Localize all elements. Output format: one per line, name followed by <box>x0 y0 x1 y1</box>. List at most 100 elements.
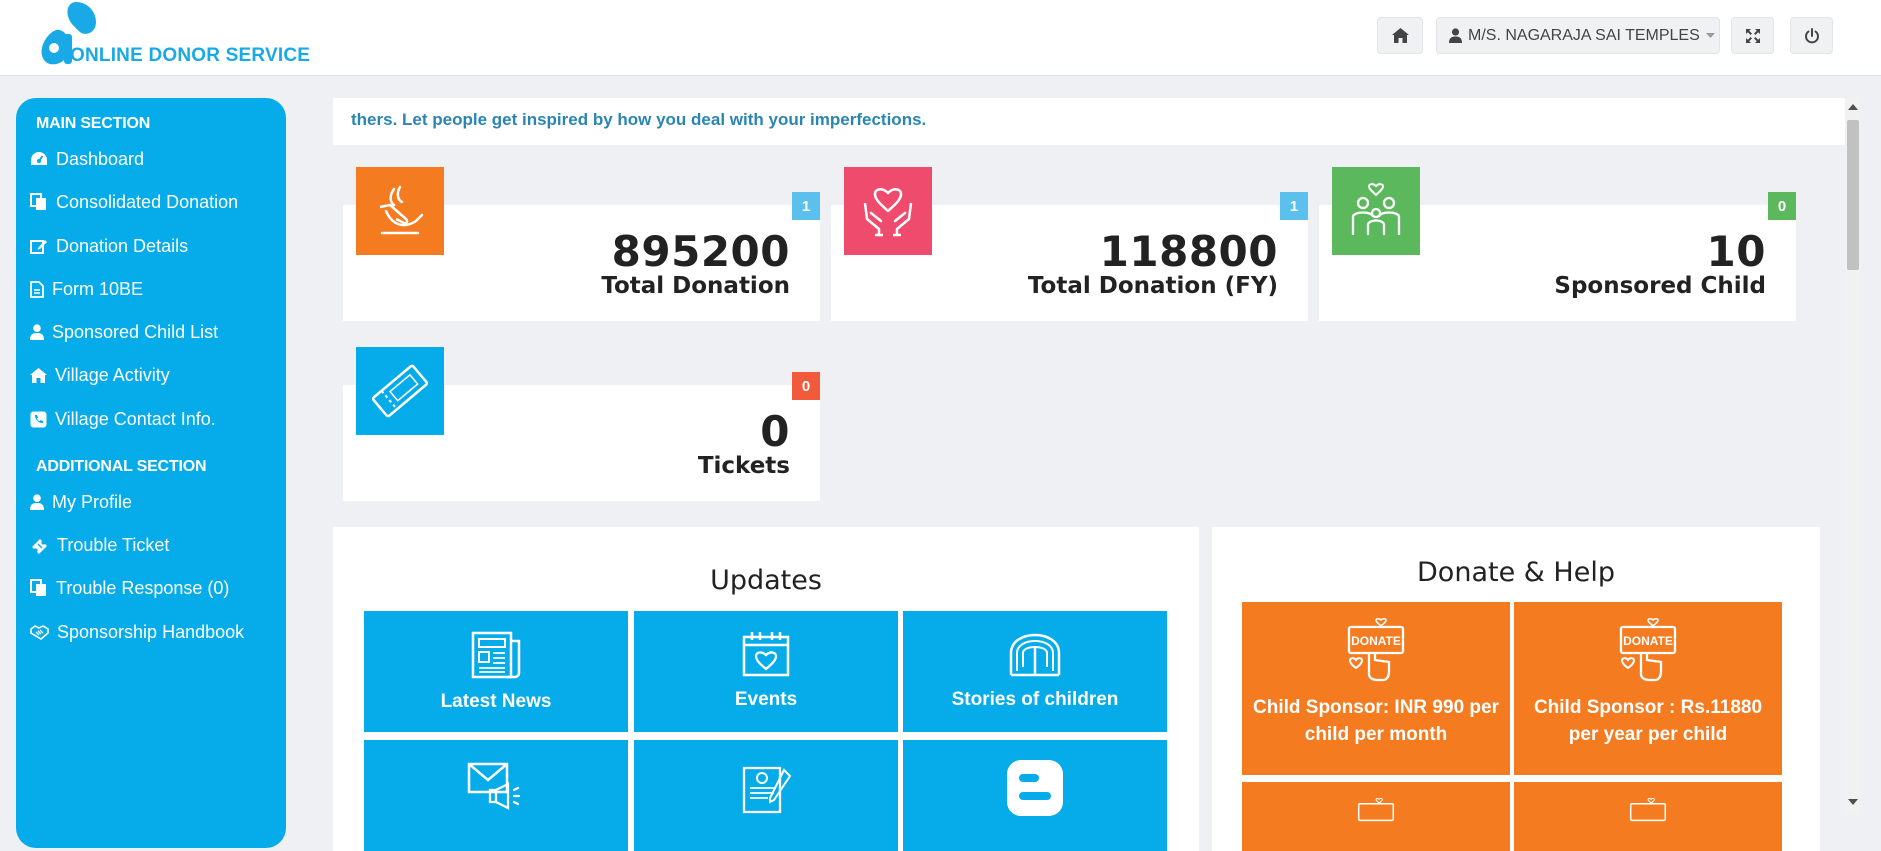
user-name: M/S. NAGARAJA SAI TEMPLES <box>1468 26 1700 44</box>
sidebar-item-label: Sponsorship Handbook <box>57 621 245 642</box>
logo[interactable]: ONLINE DONOR SERVICE <box>40 2 310 72</box>
blogger-icon <box>1007 760 1063 816</box>
donate-help-panel: Donate & Help DONATE Child Sponsor: INR … <box>1212 527 1820 851</box>
tile-donate-option-3[interactable] <box>1242 782 1510 851</box>
user-icon <box>30 494 44 510</box>
additional-section-title: ADDITIONAL SECTION <box>36 458 207 475</box>
stat-label: Sponsored Child <box>1554 273 1766 299</box>
sidebar: MAIN SECTION Dashboard Consolidated Dona… <box>16 98 286 848</box>
stat-badge: 0 <box>792 372 820 400</box>
sidebar-item-village-activity[interactable]: Village Activity <box>30 360 170 390</box>
tile-label: Child Sponsor: INR 990 per child per mon… <box>1253 697 1499 745</box>
scroll-down-arrow-icon[interactable] <box>1848 799 1858 805</box>
donate-sign-icon <box>1357 798 1395 822</box>
home-icon <box>1391 28 1409 43</box>
sidebar-item-label: Trouble Response (0) <box>56 577 230 598</box>
announcement-marquee: thers. Let people get inspired by how yo… <box>333 98 1845 145</box>
stat-value: 895200 <box>611 227 790 276</box>
copy-icon <box>30 193 46 210</box>
stat-label: Total Donation (FY) <box>1027 273 1278 299</box>
tile-blog[interactable] <box>903 740 1167 851</box>
tile-latest-news[interactable]: Latest News <box>364 611 628 732</box>
sidebar-item-dashboard[interactable]: Dashboard <box>30 144 144 174</box>
calendar-heart-icon <box>742 632 790 677</box>
edit-icon <box>30 239 47 254</box>
main-section-title: MAIN SECTION <box>36 115 151 132</box>
stat-label: Total Donation <box>601 273 790 299</box>
scroll-thumb[interactable] <box>1847 120 1859 270</box>
donation-hand-icon <box>356 167 444 255</box>
tile-label: Stories of children <box>951 689 1119 710</box>
sidebar-item-sponsorship-handbook[interactable]: Sponsorship Handbook <box>30 617 244 647</box>
donate-sign-icon: DONATE <box>1619 618 1677 682</box>
dashboard-icon <box>31 152 47 165</box>
file-icon <box>30 280 44 298</box>
caret-down-icon <box>1705 32 1715 38</box>
sidebar-item-village-contact-info[interactable]: Village Contact Info. <box>30 404 216 434</box>
home-icon <box>30 367 47 383</box>
logo-icon <box>41 2 96 65</box>
tile-label: Latest News <box>440 691 552 712</box>
tile-label: Events <box>734 689 798 710</box>
sidebar-item-label: Village Contact Info. <box>55 408 216 429</box>
tile-child-sponsor-monthly[interactable]: DONATE Child Sponsor: INR 990 per child … <box>1242 602 1510 775</box>
stat-value: 0 <box>760 407 790 456</box>
donate-sign-icon <box>1629 798 1667 822</box>
svg-text:DONATE: DONATE <box>1351 634 1401 648</box>
sidebar-item-trouble-response[interactable]: Trouble Response (0) <box>30 573 229 603</box>
sidebar-item-trouble-ticket[interactable]: Trouble Ticket <box>30 530 169 560</box>
phone-icon <box>30 411 47 427</box>
updates-title: Updates <box>710 565 822 596</box>
sidebar-item-sponsored-child-list[interactable]: Sponsored Child List <box>30 317 218 347</box>
tile-child-sponsor-yearly[interactable]: DONATE Child Sponsor : Rs.11880 per year… <box>1514 602 1782 775</box>
sidebar-item-label: Village Activity <box>55 364 170 385</box>
sidebar-item-label: My Profile <box>52 491 133 512</box>
newspaper-icon <box>471 631 521 679</box>
mail-megaphone-icon <box>467 762 521 810</box>
handshake-icon <box>30 624 49 640</box>
ticket-icon <box>32 538 47 554</box>
stat-badge: 0 <box>1768 192 1796 220</box>
tile-label: Child Sponsor : Rs.11880 per year per ch… <box>1533 697 1763 745</box>
tile-certificates[interactable] <box>634 740 898 851</box>
user-icon <box>1449 28 1462 43</box>
scroll-up-arrow-icon[interactable] <box>1848 104 1858 110</box>
sidebar-item-donation-details[interactable]: Donation Details <box>30 231 188 261</box>
sidebar-item-form-10be[interactable]: Form 10BE <box>30 274 143 304</box>
sidebar-item-label: Sponsored Child List <box>52 321 219 342</box>
stat-badge: 1 <box>1280 192 1308 220</box>
user-icon <box>30 324 44 340</box>
home-button[interactable] <box>1377 17 1423 54</box>
stat-value: 10 <box>1706 227 1766 276</box>
vertical-scrollbar[interactable] <box>1845 98 1861 813</box>
stat-label: Tickets <box>697 453 790 479</box>
power-icon <box>1804 27 1819 43</box>
sidebar-item-label: Donation Details <box>56 235 189 256</box>
family-icon <box>1332 167 1420 255</box>
donate-sign-icon: DONATE <box>1347 618 1405 682</box>
tile-donate-option-4[interactable] <box>1514 782 1782 851</box>
user-menu-button[interactable]: M/S. NAGARAJA SAI TEMPLES <box>1436 17 1720 54</box>
tile-events[interactable]: Events <box>634 611 898 732</box>
tile-newsletter[interactable] <box>364 740 628 851</box>
sidebar-item-my-profile[interactable]: My Profile <box>30 487 132 517</box>
fullscreen-button[interactable] <box>1731 17 1774 54</box>
logo-text: ONLINE DONOR SERVICE <box>70 45 311 66</box>
donate-help-title: Donate & Help <box>1417 557 1615 588</box>
sidebar-item-label: Dashboard <box>56 148 145 169</box>
marquee-text: thers. Let people get inspired by how yo… <box>351 110 927 129</box>
stat-value: 118800 <box>1099 227 1278 276</box>
updates-panel: Updates Latest News Events Stories of ch… <box>333 527 1199 851</box>
logout-button[interactable] <box>1790 17 1833 54</box>
sidebar-item-label: Form 10BE <box>52 278 144 299</box>
open-book-icon <box>1009 633 1061 677</box>
stat-badge: 1 <box>792 192 820 220</box>
sidebar-item-consolidated-donation[interactable]: Consolidated Donation <box>30 187 238 217</box>
sidebar-item-label: Consolidated Donation <box>56 191 239 212</box>
sidebar-item-label: Trouble Ticket <box>57 534 170 555</box>
tile-stories-of-children[interactable]: Stories of children <box>903 611 1167 732</box>
svg-text:DONATE: DONATE <box>1623 634 1673 648</box>
ticket-icon <box>356 347 444 435</box>
copy-icon <box>30 579 46 596</box>
top-header: ONLINE DONOR SERVICE M/S. NAGARAJA SAI T… <box>0 0 1881 76</box>
